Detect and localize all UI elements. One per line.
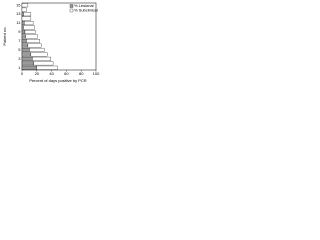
bar-segment [21,21,25,26]
legend-label: % Lesional [74,3,94,8]
x-tick-label: 100 [93,71,100,76]
bar-segment [21,39,27,43]
x-axis-label: Percent of days positive by PCR [29,78,86,83]
bar-segment [21,25,24,30]
bar-segment [21,47,30,52]
y-tick-label: 5 [18,47,21,52]
bar-segment [33,61,54,66]
x-tick-label: 40 [49,71,54,76]
bar-segment [24,21,34,26]
bar-segment [36,65,58,70]
x-tick-label: 80 [79,71,84,76]
bar-segment [21,56,33,61]
bar-segment [21,3,29,8]
bar-segment [21,52,32,57]
y-tick-label: 11 [16,20,21,25]
bar-segment [23,12,32,17]
y-tick-label: 9 [18,29,21,34]
bar-segment [30,52,48,57]
bar-segment [21,30,26,34]
bar-segment [21,12,24,17]
bar-segment [21,65,37,70]
x-tick-label: 20 [35,71,40,76]
legend-swatch [69,4,74,8]
bar-segment [25,34,38,39]
y-tick-label: 13 [16,11,21,16]
bar-segment [26,39,40,43]
y-tick-label: 15 [16,2,21,7]
bar-segment [21,16,32,21]
bar-segment [21,61,34,66]
bar-segment [21,43,29,48]
chart: Percent of days positive by PCR Patient … [2,2,100,83]
legend-swatch [69,8,74,13]
y-axis-label: Patient no. [2,26,7,45]
x-tick-label: 0 [21,71,24,76]
bar-segment [29,47,45,52]
y-tick-label: 1 [18,65,21,70]
legend-label: % Subclinical [74,8,98,13]
bar-segment [24,30,36,34]
x-tick-label: 60 [64,71,69,76]
bar-segment [23,25,35,30]
bar-segment [27,43,42,48]
bar-segment [32,56,52,61]
bar-segment [21,7,27,12]
bar-segment [21,34,26,39]
y-tick-label: 3 [18,56,21,61]
y-tick-label: 7 [18,38,21,43]
